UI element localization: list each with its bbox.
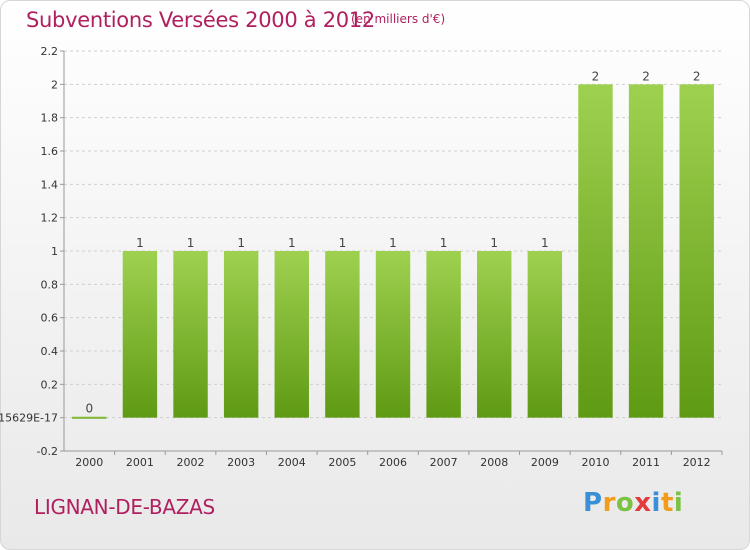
y-tick-label: 1.6 (41, 145, 59, 158)
y-tick-label: 1.4 (41, 178, 59, 191)
y-tick-label: -0.2 (37, 445, 58, 458)
x-tick-label-2010: 2010 (581, 456, 609, 469)
y-tick-label: 1.2 (41, 212, 59, 225)
x-tick-label-2000: 2000 (75, 456, 103, 469)
data-label-2006: 1 (389, 236, 397, 250)
x-tick-label-2012: 2012 (683, 456, 711, 469)
bar-2012 (679, 84, 714, 418)
labels: 2.2 2 1.8 1.6 1.4 1.2 1 0.8 0.6 0.4 0.2 -15629E-17 -… (0, 45, 711, 469)
y-tick-label: 0.6 (41, 312, 59, 325)
data-label-2005: 1 (339, 236, 347, 250)
chart-subtitle: (en milliers d'€) (351, 12, 446, 26)
y-tick-label: 0.8 (41, 278, 59, 291)
logo-letter: t (660, 488, 674, 518)
data-label-2009: 1 (541, 236, 549, 250)
y-tick-label: 0.4 (41, 345, 59, 358)
y-tick-label: 0.2 (41, 378, 59, 391)
bars (72, 84, 714, 419)
x-tick-label-2003: 2003 (227, 456, 255, 469)
x-tick-label-2008: 2008 (480, 456, 508, 469)
data-label-2000: 0 (85, 402, 93, 416)
data-label-2004: 1 (288, 236, 296, 250)
x-tick-label-2004: 2004 (278, 456, 306, 469)
y-tick-label: 1 (51, 245, 58, 258)
bar-2001 (122, 251, 158, 418)
logo-letter: o (615, 488, 635, 518)
y-tick-label: 2.2 (41, 45, 59, 58)
bar-2003 (223, 251, 259, 418)
y-tick-label: 2 (51, 78, 58, 91)
logo-letter: r (602, 488, 616, 518)
data-label-2010: 2 (592, 69, 600, 83)
x-tick-label-2011: 2011 (632, 456, 660, 469)
x-tick-label-2007: 2007 (430, 456, 458, 469)
bar-2005 (325, 251, 360, 418)
x-tick-label-2009: 2009 (531, 456, 559, 469)
x-tick-label-2006: 2006 (379, 456, 407, 469)
logo-letter: P (583, 488, 603, 518)
bar-2008 (477, 251, 512, 418)
data-label-2001: 1 (136, 236, 144, 250)
axes (60, 50, 723, 455)
bar-2002 (173, 251, 208, 418)
commune-name: LIGNAN-DE-BAZAS (34, 495, 215, 519)
proxiti-logo: Proxiti (583, 488, 683, 518)
y-tick-label: -15629E-17 (0, 412, 58, 425)
bar-2011 (628, 84, 664, 418)
logo-letter: x (634, 488, 652, 518)
data-label-2011: 2 (642, 69, 650, 83)
data-label-2012: 2 (693, 69, 701, 83)
bar-2004 (274, 251, 309, 418)
data-label-2003: 1 (237, 236, 245, 250)
x-tick-label-2002: 2002 (177, 456, 205, 469)
logo-letter: i (673, 488, 684, 518)
chart-title: Subventions Versées 2000 à 2012 (26, 8, 375, 32)
data-label-2008: 1 (490, 236, 498, 250)
x-tick-label-2001: 2001 (126, 456, 154, 469)
bar-2007 (426, 251, 461, 418)
y-tick-label: 1.8 (41, 112, 59, 125)
bar-2006 (375, 251, 411, 418)
data-label-2002: 1 (187, 236, 195, 250)
data-label-2007: 1 (440, 236, 448, 250)
x-tick-label-2005: 2005 (328, 456, 356, 469)
bar-2010 (578, 84, 613, 418)
bar-2009 (527, 251, 563, 418)
bar-2000 (72, 416, 107, 419)
logo-letter: i (651, 488, 661, 518)
